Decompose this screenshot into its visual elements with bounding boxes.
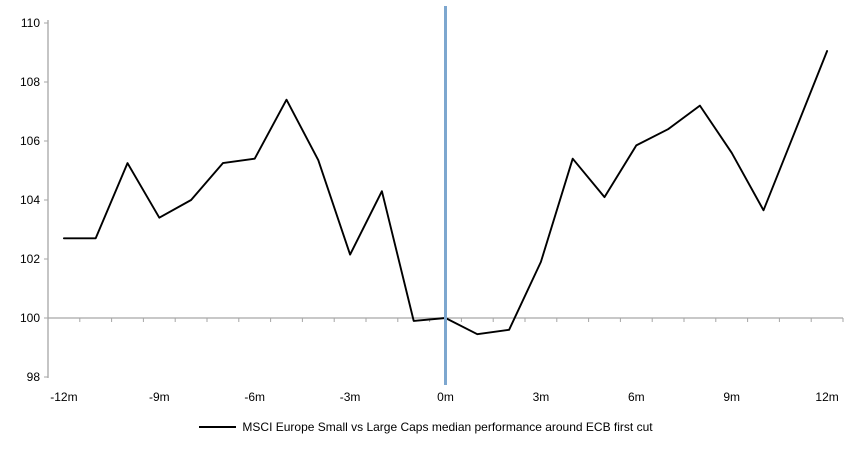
y-axis-label: 102	[20, 252, 40, 266]
legend: MSCI Europe Small vs Large Caps median p…	[0, 420, 852, 434]
y-axis-label: 110	[21, 16, 40, 30]
legend-line-sample	[199, 426, 237, 428]
x-axis-label: -6m	[244, 390, 265, 404]
y-axis-label: 98	[27, 370, 41, 384]
x-axis-label: 12m	[815, 390, 838, 404]
y-axis-label: 108	[20, 75, 40, 89]
x-axis-label: 6m	[628, 390, 645, 404]
x-axis-label: -9m	[149, 390, 170, 404]
y-axis-label: 106	[20, 134, 40, 148]
y-axis-label: 104	[20, 193, 40, 207]
x-axis-label: 3m	[533, 390, 550, 404]
y-axis-label: 100	[20, 311, 40, 325]
x-axis-label: 0m	[437, 390, 454, 404]
x-axis-label: -3m	[340, 390, 361, 404]
x-axis-label: 9m	[723, 390, 740, 404]
x-axis-label: -12m	[50, 390, 77, 404]
legend-label: MSCI Europe Small vs Large Caps median p…	[242, 420, 653, 434]
